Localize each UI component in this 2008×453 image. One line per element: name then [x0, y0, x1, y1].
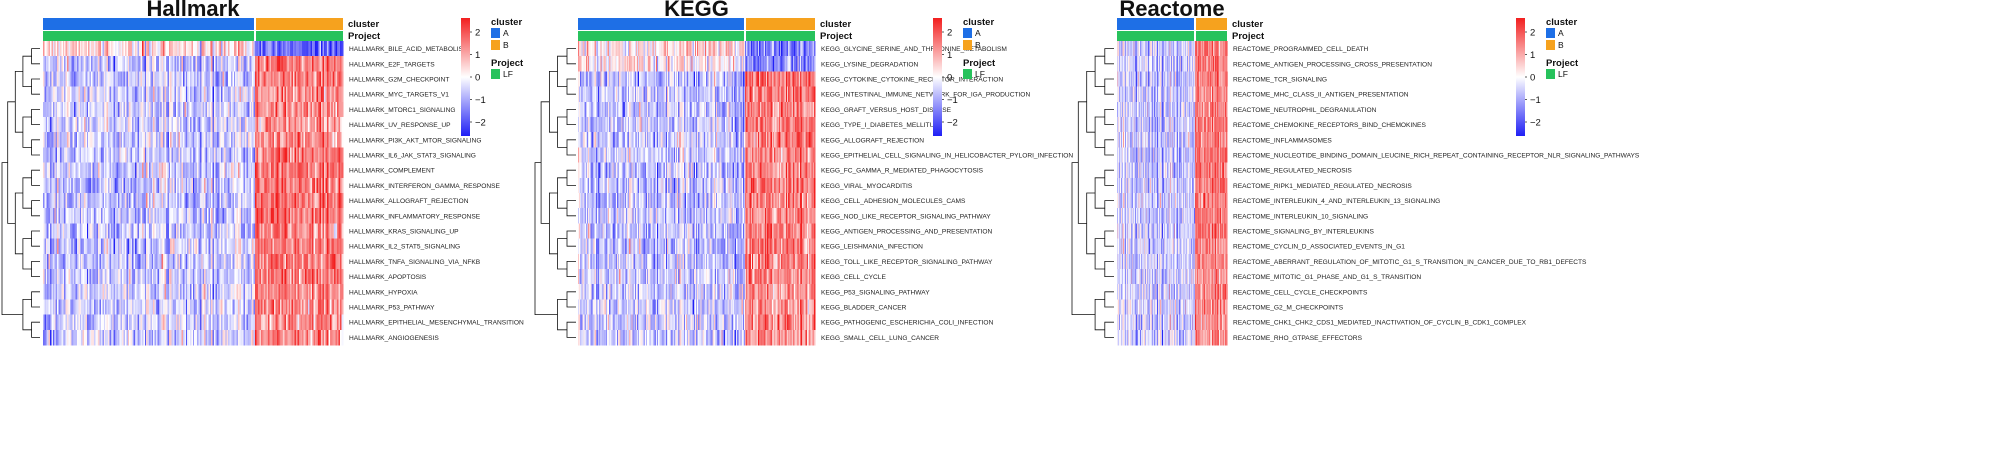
- row-label: HALLMARK_UV_RESPONSE_UP: [349, 122, 451, 129]
- row-label: HALLMARK_INTERFERON_GAMMA_RESPONSE: [349, 183, 501, 190]
- cluster-legend-swatch: [491, 40, 500, 50]
- row-label: HALLMARK_IL6_JAK_STAT3_SIGNALING: [349, 153, 476, 160]
- heatmap-cell: [342, 117, 344, 133]
- cluster-a-bar: [578, 18, 744, 30]
- cluster-annotation-label: cluster: [820, 19, 851, 30]
- cluster-legend-label: A: [503, 28, 509, 38]
- row-dendrogram: [2, 49, 40, 338]
- dendrogram-branch: [32, 231, 40, 246]
- heatmap-cell: [342, 102, 344, 118]
- heatmap-cell: [342, 163, 344, 179]
- dendrogram-branch: [23, 239, 32, 269]
- heatmap-cell: [342, 147, 344, 163]
- row-label: HALLMARK_COMPLEMENT: [349, 168, 435, 175]
- dendrogram-branch: [2, 163, 23, 315]
- panel-title: Hallmark: [147, 0, 241, 21]
- dendrogram-branch: [15, 71, 23, 132]
- heatmap-cell: [342, 330, 344, 346]
- dendrogram-branch: [32, 170, 40, 185]
- dendrogram-branch: [23, 299, 32, 329]
- project-annotation-label: Project: [348, 31, 381, 42]
- dendrogram-branch: [23, 178, 32, 208]
- dendrogram-branch: [32, 261, 40, 276]
- heatmap-cell: [342, 178, 344, 194]
- heatmap-cells: [578, 41, 815, 345]
- heatmap-cell: [814, 71, 816, 87]
- heatmap-cell: [342, 269, 344, 285]
- colorbar-tick-label: −2: [475, 118, 486, 129]
- dendrogram-branch: [32, 49, 40, 64]
- colorbar-tick-label: 0: [475, 73, 480, 84]
- panel-hallmark: HallmarkclusterProjectHALLMARK_BILE_ACID…: [2, 0, 524, 345]
- cluster-legend-label: B: [503, 40, 509, 50]
- row-label: HALLMARK_HYPOXIA: [349, 289, 418, 296]
- dendrogram-branch: [23, 117, 32, 147]
- panel-kegg: KEGGclusterProjectKEGG_GLYCINE_SERINE_AN…: [535, 0, 1073, 345]
- heatmap-cell: [342, 254, 344, 269]
- heatmap-cell: [342, 71, 344, 87]
- project-bar-a: [43, 31, 254, 41]
- dendrogram-branch: [15, 193, 23, 254]
- project-legend-swatch: [491, 69, 500, 79]
- heatmap-cell: [814, 41, 816, 57]
- cluster-annotation-label: cluster: [348, 19, 379, 30]
- heatmap-cell: [342, 56, 344, 71]
- row-label: HALLMARK_PI3K_AKT_MTOR_SIGNALING: [349, 137, 482, 144]
- row-label: HALLMARK_APOPTOSIS: [349, 274, 427, 281]
- row-label: HALLMARK_ANGIOGENESIS: [349, 335, 439, 342]
- row-label: HALLMARK_KRAS_SIGNALING_UP: [349, 229, 459, 236]
- row-label: HALLMARK_MYC_TARGETS_V1: [349, 92, 449, 99]
- dendrogram-branch: [32, 201, 40, 216]
- row-label: HALLMARK_E2F_TARGETS: [349, 61, 435, 68]
- colorbar-tick-label: −1: [475, 95, 486, 106]
- project-legend-label: LF: [503, 69, 513, 79]
- heatmap-cell: [342, 315, 344, 331]
- dendrogram-branch: [32, 79, 40, 94]
- row-label: HALLMARK_MTORC1_SIGNALING: [349, 107, 456, 114]
- heatmap-cell: [342, 239, 344, 255]
- dendrogram-branch: [32, 322, 40, 337]
- project-bar-b: [256, 31, 343, 41]
- colorbar-tick-label: 1: [475, 50, 480, 61]
- heatmap-cell: [814, 56, 816, 71]
- row-label: HALLMARK_G2M_CHECKPOINT: [349, 77, 449, 84]
- heatmap-cell: [342, 223, 344, 239]
- row-label: HALLMARK_EPITHELIAL_MESENCHYMAL_TRANSITI…: [349, 320, 524, 327]
- colorbar: [461, 18, 470, 136]
- dendrogram-branch: [32, 292, 40, 307]
- heatmap-cells: [43, 41, 343, 345]
- row-label: HALLMARK_BILE_ACID_METABOLISM: [349, 46, 468, 53]
- project-bar-b: [746, 31, 815, 41]
- heatmap-cell: [342, 193, 344, 209]
- cluster-b-bar: [746, 18, 815, 30]
- heatmap-cell: [342, 87, 344, 103]
- project-annotation-label: Project: [820, 31, 853, 42]
- row-label: HALLMARK_P53_PATHWAY: [349, 305, 435, 312]
- project-legend-title: Project: [491, 58, 524, 69]
- dendrogram-branch: [8, 102, 16, 224]
- cluster-a-bar: [43, 18, 254, 30]
- panel-title: KEGG: [664, 0, 729, 21]
- row-label: HALLMARK_ALLOGRAFT_REJECTION: [349, 198, 469, 205]
- cluster-legend-title: cluster: [491, 17, 522, 28]
- cluster-b-bar: [256, 18, 343, 30]
- row-label: HALLMARK_IL2_STAT5_SIGNALING: [349, 244, 460, 251]
- project-bar-a: [578, 31, 744, 41]
- row-label: HALLMARK_INFLAMMATORY_RESPONSE: [349, 213, 481, 220]
- dendrogram-branch: [32, 109, 40, 124]
- heatmap-cell: [342, 208, 344, 224]
- colorbar-tick-label: 2: [475, 28, 480, 39]
- heatmap-cell: [342, 132, 344, 148]
- dendrogram-branch: [32, 140, 40, 155]
- heatmap-cell: [342, 284, 344, 300]
- heatmap-cell: [342, 299, 344, 315]
- heatmap-cell: [342, 41, 344, 57]
- cluster-legend-swatch: [491, 28, 500, 38]
- row-label: HALLMARK_TNFA_SIGNALING_VIA_NFKB: [349, 259, 481, 266]
- dendrogram-branch: [23, 56, 32, 86]
